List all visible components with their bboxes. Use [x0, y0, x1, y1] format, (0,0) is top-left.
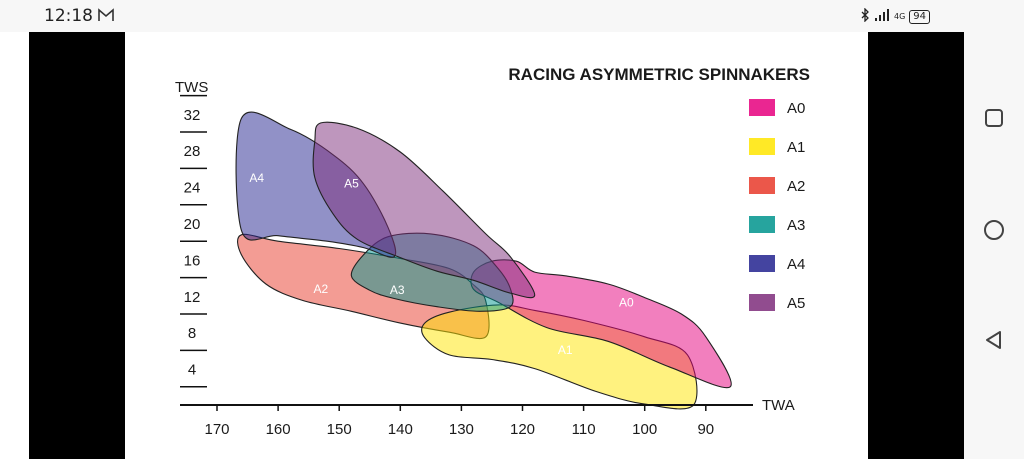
legend-label-a2: A2	[787, 178, 805, 195]
triangle-back-icon[interactable]	[982, 328, 1006, 352]
region-label-a1: A1	[558, 343, 573, 357]
y-tick-label: 8	[188, 325, 196, 342]
gmail-icon	[98, 7, 114, 26]
bluetooth-icon	[860, 7, 870, 25]
x-axis-label: TWA	[762, 397, 795, 414]
x-tick-label: 140	[388, 421, 413, 438]
y-tick-label: 12	[184, 289, 201, 306]
signal-icon	[874, 9, 890, 24]
spinnaker-chart: A0 A1 A2 A3 A4 A5 170 160 150 140 130 120 110 100 90 4…	[175, 65, 810, 438]
region-label-a2: A2	[314, 282, 329, 296]
legend-swatch-a1	[749, 138, 775, 155]
region-label-a4: A4	[249, 171, 264, 185]
x-tick-label: 170	[204, 421, 229, 438]
x-tick-label: 90	[697, 421, 714, 438]
y-tick-label: 4	[188, 362, 196, 379]
status-bar: 12:18 4G 94	[0, 0, 964, 32]
region-a5	[312, 121, 536, 299]
legend-swatch-a2	[749, 177, 775, 194]
circle-icon[interactable]	[982, 218, 1006, 242]
chart-container: A0 A1 A2 A3 A4 A5 170 160 150 140 130 120 110 100 90 4…	[125, 32, 868, 459]
x-tick-label: 120	[510, 421, 535, 438]
y-tick-label: 24	[184, 180, 201, 197]
region-label-a3: A3	[390, 283, 405, 297]
legend-label-a3: A3	[787, 217, 805, 234]
y-tick-label: 32	[184, 107, 201, 124]
x-tick-label: 100	[632, 421, 657, 438]
x-tick-label: 110	[572, 421, 596, 438]
status-indicators: 4G 94	[860, 7, 931, 25]
y-tick-label: 28	[184, 143, 201, 160]
legend-label-a0: A0	[787, 100, 805, 117]
legend-swatch-a3	[749, 216, 775, 233]
letterbox-left	[29, 32, 125, 459]
square-icon[interactable]	[982, 106, 1006, 130]
legend-swatch-a5	[749, 294, 775, 311]
region-a0	[470, 259, 732, 389]
x-tick-label: 130	[449, 421, 474, 438]
legend-label-a4: A4	[787, 256, 805, 273]
y-tick-label: 20	[184, 216, 201, 233]
region-label-a5: A5	[344, 177, 359, 191]
legend-label-a5: A5	[787, 295, 805, 312]
x-tick-label: 160	[266, 421, 291, 438]
status-time: 12:18	[44, 6, 93, 26]
letterbox-right	[868, 32, 964, 459]
legend-swatch-a4	[749, 255, 775, 272]
y-tick-label: 16	[184, 252, 201, 269]
x-tick-label: 150	[327, 421, 352, 438]
region-label-a0: A0	[619, 296, 634, 310]
network-type: 4G	[894, 12, 906, 21]
legend-swatch-a0	[749, 99, 775, 116]
chart-title: RACING ASYMMETRIC SPINNAKERS	[508, 65, 810, 84]
y-axis-label: TWS	[175, 79, 208, 96]
legend-label-a1: A1	[787, 139, 805, 156]
navigation-rail	[964, 0, 1024, 459]
battery-indicator: 94	[909, 9, 931, 24]
